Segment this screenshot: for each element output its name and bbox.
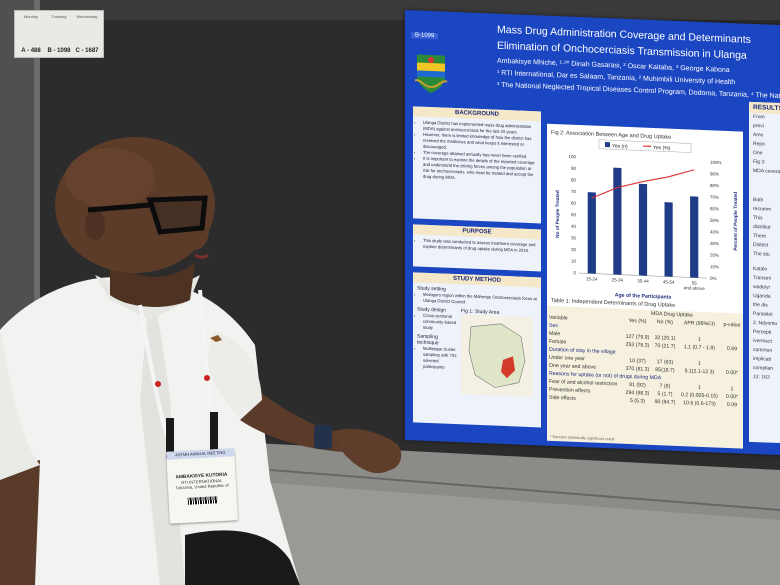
bullet-item: It is important to explore the details o… xyxy=(423,156,537,185)
y2-tick-label: 80% xyxy=(710,183,719,188)
percent-line xyxy=(591,169,695,199)
results-list: From previ Amo Repo One Fig 3: MDA coverage xyxy=(749,113,780,178)
method-text-column: Study design Cross-sectional community-b… xyxy=(417,306,457,396)
y-tick-label: 60 xyxy=(571,201,577,206)
study-area-figure: Fig 1: Study Area xyxy=(461,308,537,399)
table-cell: Side effects xyxy=(549,394,577,402)
bar xyxy=(690,196,699,278)
sign-code: B - 1098 xyxy=(47,48,71,54)
barcode-icon xyxy=(187,496,218,505)
y2-tick-label: 10% xyxy=(710,264,719,269)
sign-column: Tuesday B - 1098 xyxy=(46,14,72,54)
y-tick-label: 20 xyxy=(571,247,577,252)
method-body: Study design Cross-sectional community-b… xyxy=(417,306,537,399)
y-tick-label: 90 xyxy=(571,166,577,171)
bar xyxy=(587,192,596,274)
x-tick-label: 45-54 xyxy=(663,279,675,284)
table-cell: 10.6 (0.6-173) xyxy=(683,400,716,408)
chart-axes: 0 10 20 30 40 50 60 70 80 90 100 0% 10% 20% 30% 40% 50% 6… xyxy=(555,154,739,301)
age-drug-uptake-chart: Fig 2: Association Between Age and Drug … xyxy=(547,123,743,308)
y2-tick-label: 40% xyxy=(710,229,719,234)
tanzania-map xyxy=(461,314,533,398)
chart-bars xyxy=(587,167,699,278)
y2-tick-label: 20% xyxy=(710,253,719,258)
y-tick-label: 100 xyxy=(568,154,576,159)
study-method-section: STUDY METHOD Study setting Morogoro regi… xyxy=(413,272,541,428)
sign-code: A - 488 xyxy=(21,48,41,54)
bullet-item: This study was conducted to assess treat… xyxy=(423,238,537,255)
y-tick-label: 50 xyxy=(571,212,577,217)
bar xyxy=(638,183,648,276)
x-tick-label: 25-34 xyxy=(612,277,624,282)
results-section: RESULTS From previ Amo Repo One Fig 3: MDA co… xyxy=(749,101,780,445)
determinants-table: Table 1: Independent Determinants of Dru… xyxy=(547,295,743,449)
legend-label: Yes (n) xyxy=(612,143,628,150)
results-list: Both recomm This distribut There District The … xyxy=(749,196,780,261)
sign-column: Monday A - 488 xyxy=(18,14,44,54)
y-tick-label: 80 xyxy=(571,177,577,182)
x-tick-label: 35-44 xyxy=(637,278,649,283)
name-badge: ASTMH ANNUAL MEETING AMBAKISYE KUTORIA R… xyxy=(166,448,238,524)
bullet-item: Cross-sectional community-based study xyxy=(423,313,457,332)
y2-tick-label: 30% xyxy=(710,241,719,246)
room-sign: Monday A - 488 Tuesday B - 1098 Wednesda… xyxy=(14,10,104,58)
y2-tick-label: 90% xyxy=(710,171,719,176)
purpose-section: PURPOSE This study was conducted to asse… xyxy=(413,224,541,272)
table-footnote: * Denotes statistically significant resu… xyxy=(550,434,615,442)
y-tick-label: 30 xyxy=(571,235,577,240)
x-tick-label: 15-24 xyxy=(586,276,598,281)
y-tick-label: 40 xyxy=(571,224,577,229)
chart-plot: Yes (n) Yes (%) 0 10 20 30 40 50 60 70 80 90 100 0% 1… xyxy=(555,139,739,301)
sign-day: Wednesday xyxy=(76,14,98,19)
legend-swatch-bar xyxy=(605,142,610,148)
x-tick-label: and above xyxy=(684,285,706,291)
x-tick-label: 55 xyxy=(692,281,698,286)
results-item: 12: 163 xyxy=(753,373,770,381)
y2-tick-label: 0% xyxy=(710,276,717,281)
y-tick-label: 70 xyxy=(571,189,577,194)
y-axis-label: No of People Treated xyxy=(555,190,561,238)
chart-legend: Yes (n) Yes (%) xyxy=(598,139,692,153)
chart-line xyxy=(591,169,695,199)
x-axis-label: Age of the Participants xyxy=(615,292,672,300)
coat-of-arms-icon xyxy=(414,54,448,94)
table-grid: MDA Drug Uptake Variable Yes (%) No (%) APR… xyxy=(547,306,743,410)
bullet-item: Multistage cluster sampling with 702 sel… xyxy=(423,346,457,371)
table-cell: 5 (5.3) xyxy=(629,398,645,405)
y2-axis-label: Percent of People Treated xyxy=(733,192,739,251)
research-poster: B-1099 Mass Drug Administration Coverage… xyxy=(405,10,780,457)
y-tick-label: 10 xyxy=(571,259,577,264)
background-section: BACKGROUND Ulanga District has implement… xyxy=(413,106,541,224)
poster-number: B-1099 xyxy=(411,32,439,40)
y2-tick-label: 70% xyxy=(710,195,719,200)
y2-tick-label: 50% xyxy=(710,218,719,223)
legend-label: Yes (%) xyxy=(653,145,671,152)
table-cell: 0.09 xyxy=(726,401,737,409)
bar xyxy=(664,202,673,277)
sign-code: C - 1687 xyxy=(75,48,99,54)
y2-tick-label: 60% xyxy=(710,206,719,211)
sign-day: Tuesday xyxy=(51,14,67,19)
table-cell: 90 (94.7) xyxy=(654,399,676,406)
sign-column: Wednesday C - 1687 xyxy=(74,14,100,54)
results-list: Katalo Transmi wadeiyi Uganda the dis Parasit… xyxy=(749,265,780,384)
bar xyxy=(613,167,622,275)
sign-day: Monday xyxy=(23,14,39,19)
y-tick-label: 0 xyxy=(573,270,576,275)
y2-tick-label: 100% xyxy=(710,160,722,165)
